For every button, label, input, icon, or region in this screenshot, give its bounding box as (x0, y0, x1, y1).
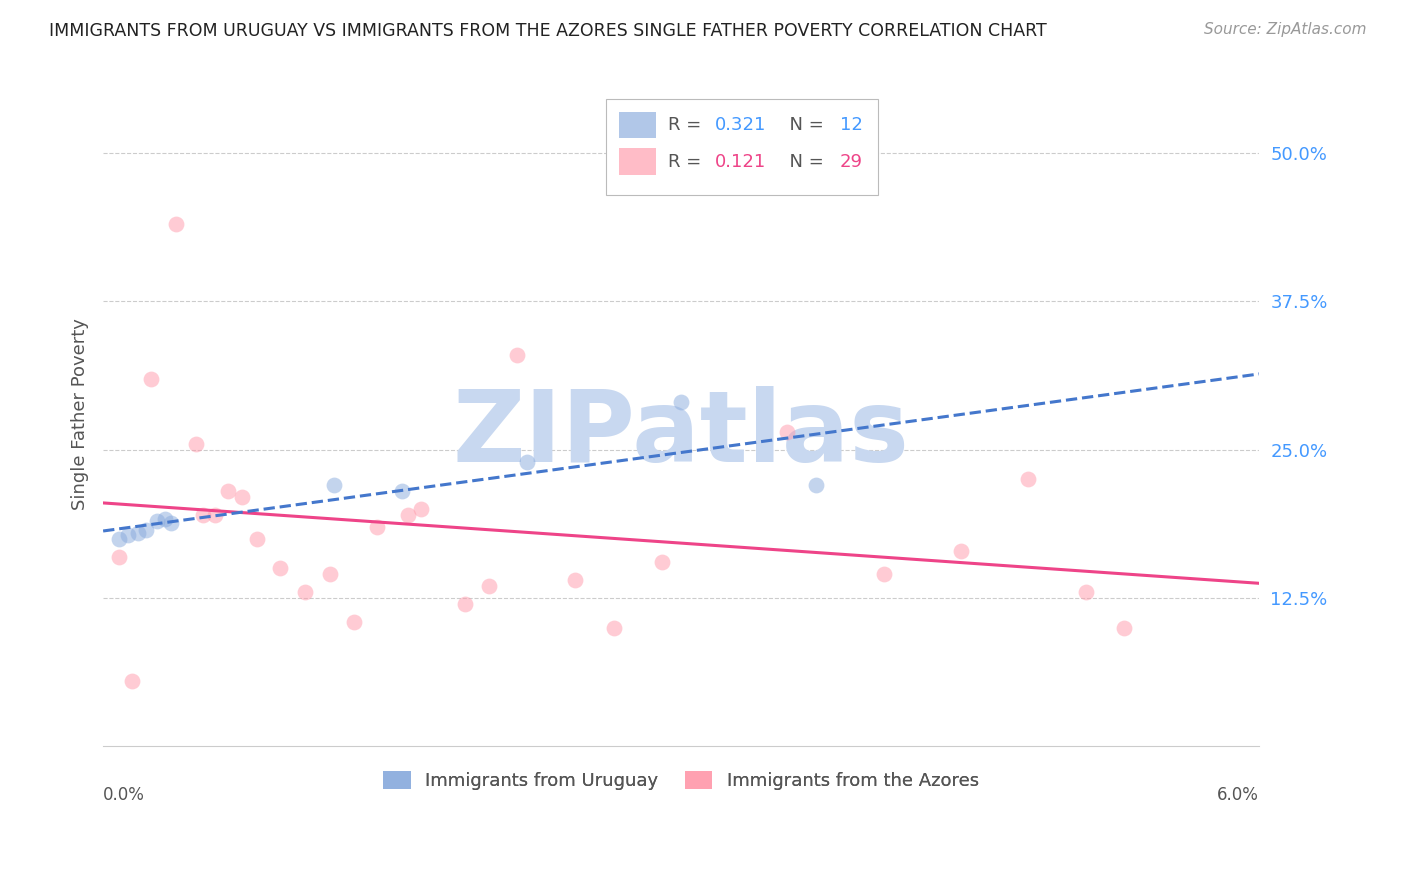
Text: 29: 29 (839, 153, 862, 170)
Point (107, 549, 129, 564)
Point (343, 615, 366, 629)
Text: 0.0%: 0.0% (103, 787, 145, 805)
Point (391, 484, 413, 499)
Point (319, 567, 342, 582)
Text: N =: N = (779, 153, 830, 170)
Y-axis label: Single Father Poverty: Single Father Poverty (72, 318, 89, 510)
Point (231, 490, 253, 504)
Point (146, 514, 169, 528)
FancyBboxPatch shape (606, 98, 877, 194)
Point (872, 567, 894, 582)
Point (516, 455, 538, 469)
FancyBboxPatch shape (619, 112, 655, 138)
Point (217, 484, 239, 499)
Point (246, 532, 269, 546)
Point (141, 371, 163, 385)
Point (323, 478, 346, 492)
Point (506, 348, 529, 362)
Text: ZIPatlas: ZIPatlas (453, 385, 910, 483)
Point (1017, 472, 1039, 486)
Text: R =: R = (668, 153, 707, 170)
Point (134, 524, 156, 538)
Point (117, 528, 139, 542)
FancyBboxPatch shape (619, 148, 655, 175)
Text: Source: ZipAtlas.com: Source: ZipAtlas.com (1204, 22, 1367, 37)
Point (159, 516, 181, 531)
Point (107, 532, 129, 546)
Point (564, 574, 586, 588)
Point (603, 621, 626, 635)
Text: 0.321: 0.321 (714, 116, 766, 134)
Text: R =: R = (668, 116, 707, 134)
Text: N =: N = (779, 116, 830, 134)
Point (804, 478, 827, 492)
Point (294, 585, 316, 599)
Point (121, 674, 143, 689)
Text: 0.121: 0.121 (714, 153, 766, 170)
Point (1114, 621, 1136, 635)
Point (396, 508, 419, 522)
Point (454, 597, 477, 611)
Point (366, 520, 388, 534)
Text: 6.0%: 6.0% (1218, 787, 1260, 805)
Point (184, 437, 207, 451)
Point (269, 561, 291, 575)
Legend: Immigrants from Uruguay, Immigrants from the Azores: Immigrants from Uruguay, Immigrants from… (377, 764, 986, 797)
Point (1074, 585, 1097, 599)
Point (127, 525, 149, 540)
Text: IMMIGRANTS FROM URUGUAY VS IMMIGRANTS FROM THE AZORES SINGLE FATHER POVERTY CORR: IMMIGRANTS FROM URUGUAY VS IMMIGRANTS FR… (49, 22, 1047, 40)
Point (477, 579, 499, 593)
Text: 12: 12 (839, 116, 862, 134)
Point (165, 217, 187, 231)
Point (949, 543, 972, 558)
Point (193, 508, 215, 522)
Point (651, 556, 673, 570)
Point (669, 395, 692, 409)
Point (204, 508, 226, 522)
Point (776, 425, 799, 439)
Point (153, 511, 176, 525)
Point (409, 502, 432, 516)
